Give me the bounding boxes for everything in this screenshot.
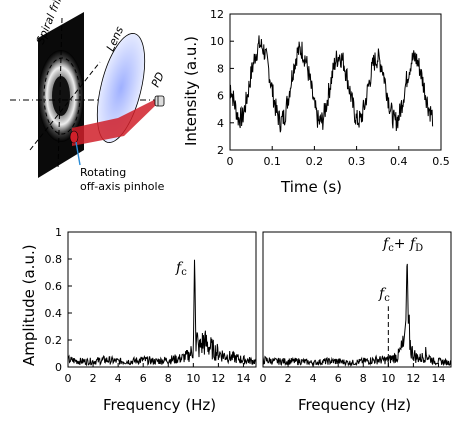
y-tick-label: 0.8: [45, 253, 63, 266]
y-axis-label: Amplitude (a.u.): [20, 244, 38, 366]
x-tick-label: 4: [115, 372, 122, 385]
pd-label: PD: [149, 70, 167, 89]
y-tick-label: 6: [217, 90, 224, 103]
y-axis-label: Intensity (a.u.): [182, 36, 200, 146]
x-tick-label: 12: [406, 372, 420, 385]
chart-frame: [67, 231, 257, 368]
x-tick-label: 2: [90, 372, 97, 385]
x-tick-label: 6: [335, 372, 342, 385]
chart-ticks: 0 2 4 6 8 10 12 14 0 0.2 0.4 0.6 0.8 1: [45, 226, 251, 385]
fc-annotation: fc: [378, 286, 390, 304]
spiral-fringe-dark-core: [52, 76, 70, 116]
chart-ticks: 0 0.1 0.2 0.3 0.4 0.5 2 4 6 8 10 12: [210, 8, 450, 168]
x-tick-label: 0.3: [348, 155, 366, 168]
pinhole-label-line2: off-axis pinhole: [80, 180, 165, 193]
photodiode: [154, 95, 165, 107]
x-tick-label: 14: [236, 372, 250, 385]
x-tick-label: 8: [360, 372, 367, 385]
pinhole-orbit: [43, 57, 81, 135]
pinhole-label-line1: Rotating: [80, 166, 126, 179]
x-tick-label: 0: [260, 372, 267, 385]
x-tick-label: 0.5: [432, 155, 450, 168]
pinhole: [69, 130, 79, 144]
y-tick-label: 0.6: [45, 280, 63, 293]
x-tick-label: 0.4: [390, 155, 408, 168]
amplitude-series-line: [67, 259, 257, 367]
x-tick-label: 4: [310, 372, 317, 385]
x-tick-label: 14: [431, 372, 445, 385]
intensity-time-chart: 0 0.1 0.2 0.3 0.4 0.5 2 4 6 8 10 12 Time (s) Intens…: [182, 8, 450, 196]
fc-annotation: fc: [175, 260, 187, 278]
fc-plus-fd-annotation: fc+ fD: [382, 236, 423, 254]
red-beam: [72, 99, 158, 146]
amplitude-series-line: [262, 263, 452, 367]
vertical-axis: [57, 17, 63, 171]
x-tick-label: 10: [186, 372, 200, 385]
x-tick-label: 0.1: [263, 155, 281, 168]
y-tick-label: 4: [217, 117, 224, 130]
optical-setup-diagram: Spiral fringe Lens PD Rotating off-axis …: [10, 0, 167, 193]
tilt-axis: [29, 61, 101, 151]
y-tick-label: 10: [210, 35, 224, 48]
x-axis-label: Frequency (Hz): [103, 396, 216, 414]
y-tick-label: 12: [210, 8, 224, 21]
y-tick-label: 0.4: [45, 307, 63, 320]
chart-ticks: 0 2 4 6 8 10 12 14: [260, 363, 445, 385]
x-tick-label: 0: [65, 372, 72, 385]
y-tick-label: 0.2: [45, 334, 63, 347]
chart-frame: [262, 231, 452, 368]
x-tick-label: 0: [227, 155, 234, 168]
y-tick-label: 1: [55, 226, 62, 239]
intensity-series-line: [229, 35, 434, 133]
x-tick-label: 6: [140, 372, 147, 385]
pinhole-pointer: [75, 141, 81, 166]
amplitude-frequency-chart-left: 0 2 4 6 8 10 12 14 0 0.2 0.4 0.6 0.8 1 fc Frequency (…: [20, 226, 257, 414]
x-tick-label: 12: [211, 372, 225, 385]
amplitude-frequency-chart-right: 0 2 4 6 8 10 12 14 fc fc+ fD Frequency (Hz): [260, 231, 452, 414]
x-tick-label: 8: [165, 372, 172, 385]
x-tick-label: 10: [381, 372, 395, 385]
x-tick-label: 2: [285, 372, 292, 385]
x-axis-label: Time (s): [280, 178, 342, 196]
chart-frame: [229, 13, 442, 151]
y-tick-label: 8: [217, 62, 224, 75]
y-tick-label: 2: [217, 144, 224, 157]
y-tick-label: 0: [55, 361, 62, 374]
x-tick-label: 0.2: [306, 155, 324, 168]
x-axis-label: Frequency (Hz): [298, 396, 411, 414]
